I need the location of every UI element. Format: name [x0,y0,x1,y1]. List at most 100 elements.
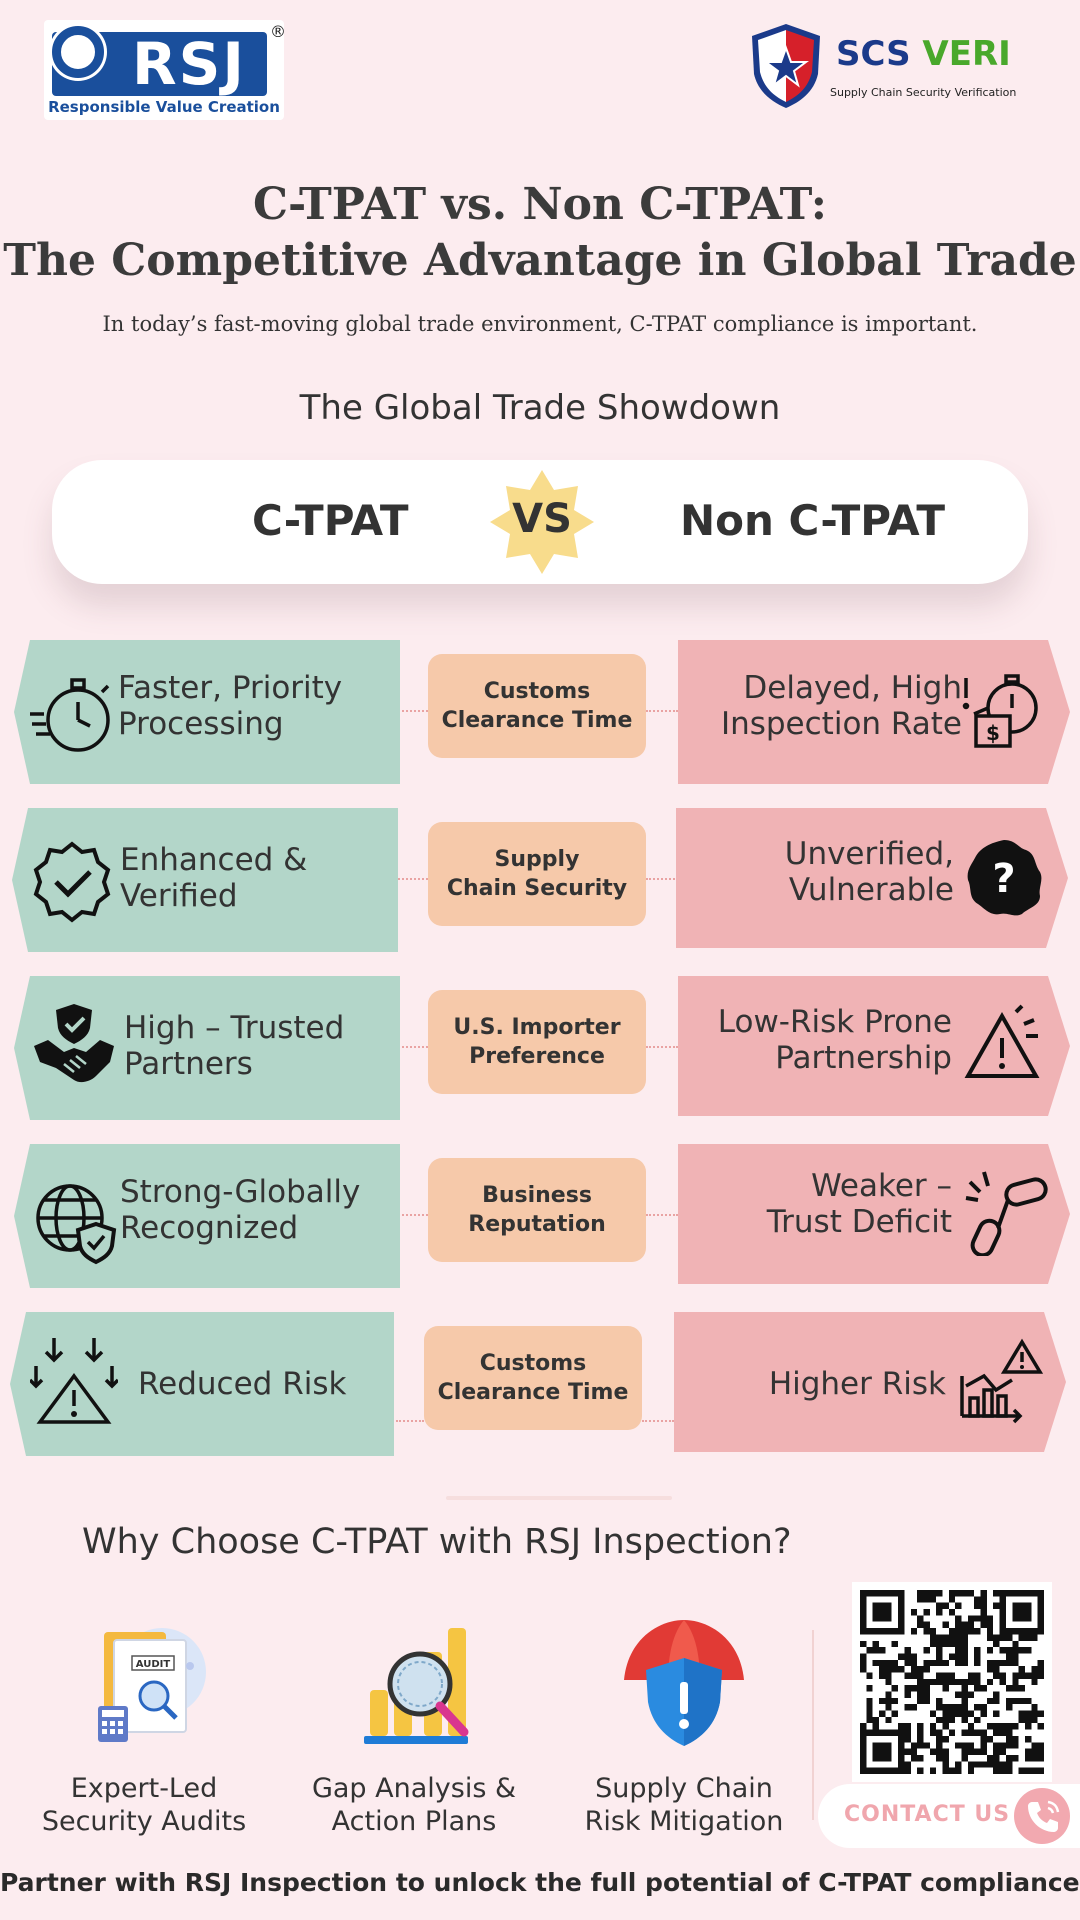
intro-text: In today’s fast-moving global trade envi… [102,312,978,336]
warning-triangle-icon [962,1002,1050,1090]
criteria-line: Customs [479,1351,587,1376]
comparison-row: Faster, Priority Processing Customs Clear… [0,640,1080,784]
ctpat-card [12,808,398,952]
why-heading: Why Choose C-TPAT with RSJ Inspection? [82,1522,792,1562]
feature-label: Gap Analysis & Action Plans [284,1772,544,1838]
showdown-heading: The Global Trade Showdown [299,388,781,428]
ctpat-text-line: Reduced Risk [138,1366,347,1402]
ctpat-text-line: Processing [118,706,284,742]
feature-label: Expert-Led Security Audits [14,1772,274,1838]
svg-text:?: ? [992,856,1015,902]
stopwatch-icon [28,670,116,758]
ctpat-card [14,1144,400,1288]
feature-label-line: Security Audits [41,1806,247,1837]
criteria-card: Supply Chain Security [428,822,646,926]
non-ctpat-text-line: Inspection Rate [720,706,962,742]
shield-star-icon [752,24,820,108]
star-burst-icon [490,470,594,574]
vs-banner: C-TPAT VS Non C-TPAT [52,460,1028,584]
criteria-line: Customs [483,679,591,704]
contact-us-button[interactable]: CONTACT US [818,1784,1080,1848]
non-ctpat-text-line: Unverified, [784,836,954,872]
ctpat-card [14,976,400,1120]
verified-badge-icon [28,838,116,926]
ctpat-text: Reduced Risk [138,1366,346,1402]
non-ctpat-text-line: Weaker – [811,1168,952,1204]
veri-text: VERI [922,34,1011,74]
section-divider [446,1496,672,1500]
ctpat-text-line: Recognized [120,1210,299,1246]
connector-left [398,878,428,880]
scs-veri-logo: SCS VERI Supply Chain Security Verificat… [748,22,1028,112]
non-ctpat-text: Unverified, Vulnerable [785,836,954,908]
vs-star-badge: VS [488,468,596,576]
risk-down-arrows-icon [28,1336,120,1424]
comparison-row: Strong-Globally Recognized Business Reput… [0,1144,1080,1288]
feature-label-line: Risk Mitigation [584,1806,784,1837]
feature-item: AUDIT Expert-Led Security Audits [14,1614,274,1838]
connector-right [646,710,678,712]
ctpat-text: Faster, Priority Processing [118,670,342,742]
connector-right [646,1214,678,1216]
criteria-line: Business [482,1183,592,1208]
ctpat-text-line: Faster, Priority [118,670,343,706]
comparison-row: Enhanced & Verified Supply Chain Security… [0,808,1080,952]
non-ctpat-text-line: Delayed, High [743,670,962,706]
svg-text:$: $ [986,721,1000,745]
rising-chart-warning-icon [956,1336,1044,1424]
non-ctpat-text: Weaker – Trust Deficit [767,1168,952,1240]
vertical-divider [812,1630,814,1820]
vs-text: VS [512,496,572,542]
umbrella-shield-icon [614,1614,754,1754]
ctpat-text-line: Verified [120,878,238,914]
connector-right [642,1420,674,1422]
non-ctpat-card [678,640,1070,784]
scs-text: SCS [836,34,911,74]
bar-chart-magnifier-icon [344,1614,484,1754]
criteria-line: U.S. Importer [453,1015,621,1040]
ctpat-text: Strong-Globally Recognized [120,1174,360,1246]
connector-right [646,1046,678,1048]
non-ctpat-card [678,976,1070,1116]
criteria-card: U.S. Importer Preference [428,990,646,1094]
criteria-line: Clearance Time [441,708,633,733]
globe-shield-icon [32,1178,120,1266]
non-ctpat-text: Higher Risk [769,1366,946,1402]
non-ctpat-text-line: Higher Risk [768,1366,946,1402]
non-ctpat-text-line: Trust Deficit [766,1204,952,1240]
criteria-line: Clearance Time [437,1380,629,1405]
ctpat-text: Enhanced & Verified [120,842,307,914]
qr-code-pattern [860,1590,1044,1774]
broken-chain-icon [962,1168,1050,1258]
vs-right-label: Non C-TPAT [680,496,946,545]
vs-left-label: C-TPAT [252,496,409,545]
feature-item: Gap Analysis & Action Plans [284,1614,544,1838]
non-ctpat-text-line: Low-Risk Prone [717,1004,952,1040]
ctpat-text-line: Partners [124,1046,253,1082]
rsj-logo-mark: RSJ [52,32,267,96]
phone-icon [1014,1788,1070,1844]
page-title-line2: The Competitive Advantage in Global Trad… [3,235,1077,286]
non-ctpat-text: Low-Risk Prone Partnership [718,1004,952,1076]
feature-label-line: Expert-Led [70,1773,218,1804]
connector-left [402,1046,428,1048]
qr-code[interactable] [852,1582,1052,1782]
criteria-line: Reputation [468,1212,606,1237]
rsj-logo: RSJ ® Responsible Value Creation [44,20,286,120]
scs-veri-brand: SCS VERI [836,34,1011,74]
registered-mark: ® [270,22,286,41]
feature-label: Supply Chain Risk Mitigation [554,1772,814,1838]
feature-label-line: Supply Chain [595,1773,773,1804]
ctpat-text: High – Trusted Partners [124,1010,344,1082]
footer-text: Partner with RSJ Inspection to unlock th… [0,1868,1080,1897]
non-ctpat-text-line: Vulnerable [788,872,954,908]
page-title-line1: C-TPAT vs. Non C-TPAT: [252,179,828,230]
ctpat-card [10,1312,394,1456]
connector-left [402,710,428,712]
question-badge-icon: ? [960,834,1048,922]
feature-item: Supply Chain Risk Mitigation [554,1614,814,1838]
non-ctpat-text: Delayed, High Inspection Rate [721,670,962,742]
audit-clipboard-icon: AUDIT [74,1614,214,1754]
criteria-card: Customs Clearance Time [428,654,646,758]
connector-right [646,878,678,880]
